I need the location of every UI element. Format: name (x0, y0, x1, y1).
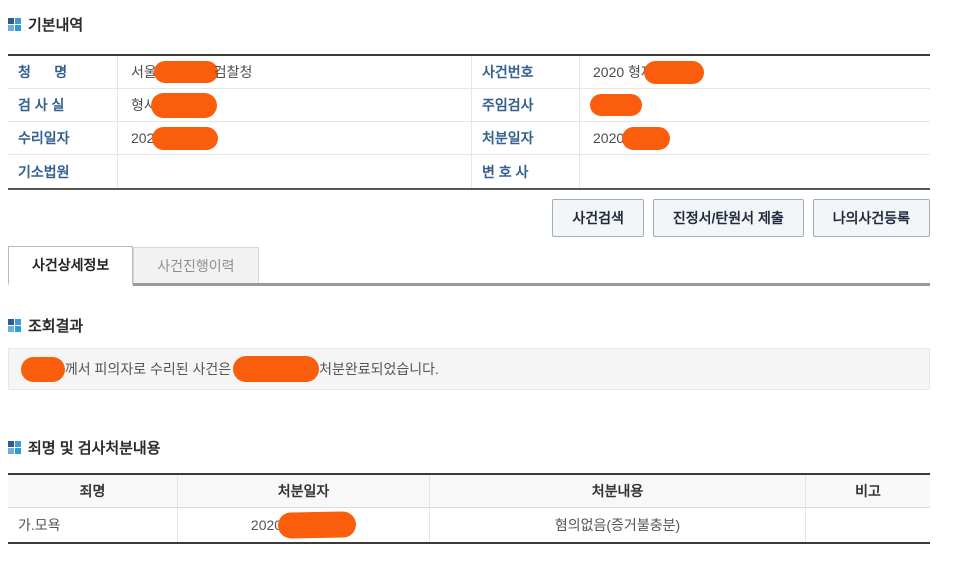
grid-squares-icon (8, 318, 21, 332)
redaction-mark (277, 511, 357, 539)
result-message-pre: 께서 피의자로 수리된 사건은 (64, 361, 232, 377)
col-header-date: 처분일자 (178, 475, 430, 508)
grid-squares-icon (8, 17, 21, 31)
dept-label: 검 사 실 (8, 89, 118, 122)
case-number-value-pre: 2020 형제 (593, 64, 654, 80)
section-basic-title: 기본내역 (28, 16, 84, 34)
section-disposition-header: 죄명 및 검사처분내용 (8, 437, 930, 457)
prosecutor-value (580, 89, 930, 122)
redaction-mark (622, 126, 671, 150)
disposition-table: 죄명 처분일자 처분내용 비고 가.모욕 2020 혐의없음(증거불충분) (8, 473, 930, 544)
disposition-date-value: 2020 (580, 122, 930, 155)
col-header-content: 처분내용 (430, 475, 806, 508)
col-header-note: 비고 (806, 475, 930, 508)
redaction-mark (233, 356, 320, 382)
redaction-mark (590, 94, 642, 116)
lawyer-label: 변 호 사 (472, 155, 580, 188)
receipt-date-value-pre: 202 (131, 130, 155, 146)
dept-value: 형사 (118, 89, 472, 122)
redaction-mark (152, 126, 219, 150)
case-number-value: 2020 형제 (580, 56, 930, 89)
note-cell (806, 508, 930, 542)
office-value: 서울 검찰청 (118, 56, 472, 89)
court-value (118, 155, 472, 188)
redaction-mark (643, 60, 704, 84)
disposition-date-value-pre: 2020 (593, 130, 625, 146)
date-cell: 2020 (178, 508, 430, 542)
petition-submit-button[interactable]: 진정서/탄원서 제출 (652, 199, 804, 237)
office-value-post: 검찰청 (213, 64, 253, 80)
tab-case-history[interactable]: 사건진행이력 (133, 247, 259, 283)
redaction-mark (153, 61, 218, 83)
case-tabs: 사건상세정보 사건진행이력 (8, 244, 930, 286)
lawyer-value (580, 155, 930, 188)
result-message-post: 처분완료되었습니다. (319, 361, 439, 377)
date-cell-pre: 2020 (250, 517, 283, 533)
tab-case-detail[interactable]: 사건상세정보 (8, 246, 134, 286)
receipt-date-label: 수리일자 (8, 122, 118, 155)
office-value-pre: 서울 (131, 64, 157, 80)
section-result-title: 조회결과 (28, 317, 84, 335)
redaction-mark (150, 92, 217, 118)
section-basic-header: 기본내역 (8, 14, 930, 34)
grid-squares-icon (8, 440, 21, 454)
action-button-row: 사건검색 진정서/탄원서 제출 나의사건등록 (8, 199, 930, 237)
crime-cell: 가.모욕 (8, 508, 178, 542)
disposition-date-label: 처분일자 (472, 122, 580, 155)
section-result-header: 조회결과 (8, 315, 930, 335)
col-header-crime: 죄명 (8, 475, 178, 508)
prosecutor-label: 주임검사 (472, 89, 580, 122)
my-case-register-button[interactable]: 나의사건등록 (812, 199, 930, 237)
section-disposition-title: 죄명 및 검사처분내용 (28, 439, 161, 457)
content-cell: 혐의없음(증거불충분) (430, 508, 806, 542)
basic-info-table: 청 명 서울 검찰청 사건번호 2020 형제 검 사 실 형사 주임검사 수리… (8, 54, 930, 190)
court-label: 기소법원 (8, 155, 118, 188)
office-label: 청 명 (8, 56, 118, 89)
case-number-label: 사건번호 (472, 56, 580, 89)
case-search-button[interactable]: 사건검색 (552, 199, 644, 237)
receipt-date-value: 202 (118, 122, 472, 155)
dept-value-pre: 형사 (131, 97, 157, 113)
result-message-box: • 께서 피의자로 수리된 사건은 처분완료되었습니다. (8, 348, 930, 390)
redaction-mark (20, 356, 65, 382)
case-detail-page: 기본내역 청 명 서울 검찰청 사건번호 2020 형제 검 사 실 형사 주임… (8, 0, 930, 544)
